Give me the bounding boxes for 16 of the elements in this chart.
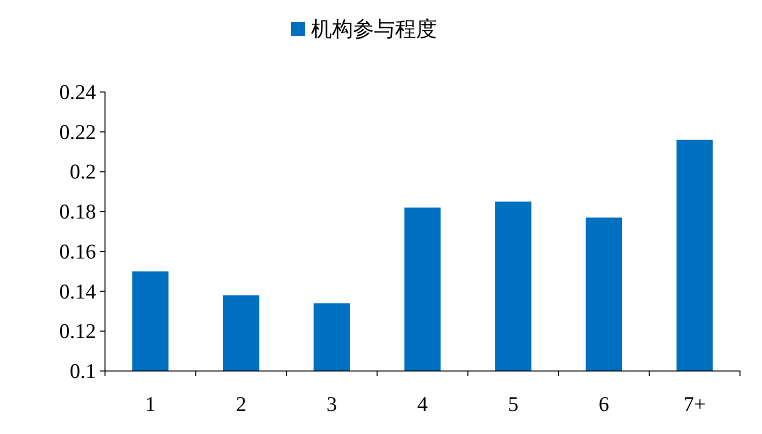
x-tick-label: 2 — [236, 392, 246, 416]
y-tick-label: 0.12 — [59, 319, 96, 344]
y-tick-label: 0.18 — [59, 200, 96, 224]
legend-label: 机构参与程度 — [311, 17, 437, 41]
y-tick-label: 0.1 — [70, 359, 96, 383]
y-tick-label: 0.24 — [59, 80, 96, 104]
x-tick-label: 1 — [145, 392, 156, 416]
x-tick-label: 3 — [326, 392, 338, 416]
y-tick-label: 0.14 — [59, 279, 96, 304]
x-tick-label: 5 — [508, 392, 518, 416]
y-tick-label: 0.22 — [59, 120, 96, 144]
y-tick-label: 0.2 — [70, 160, 96, 184]
x-tick-label: 4 — [417, 392, 428, 416]
x-tick-label: 7+ — [683, 392, 706, 416]
x-tick-label: 6 — [598, 392, 610, 416]
y-tick-label: 0.16 — [59, 239, 96, 264]
